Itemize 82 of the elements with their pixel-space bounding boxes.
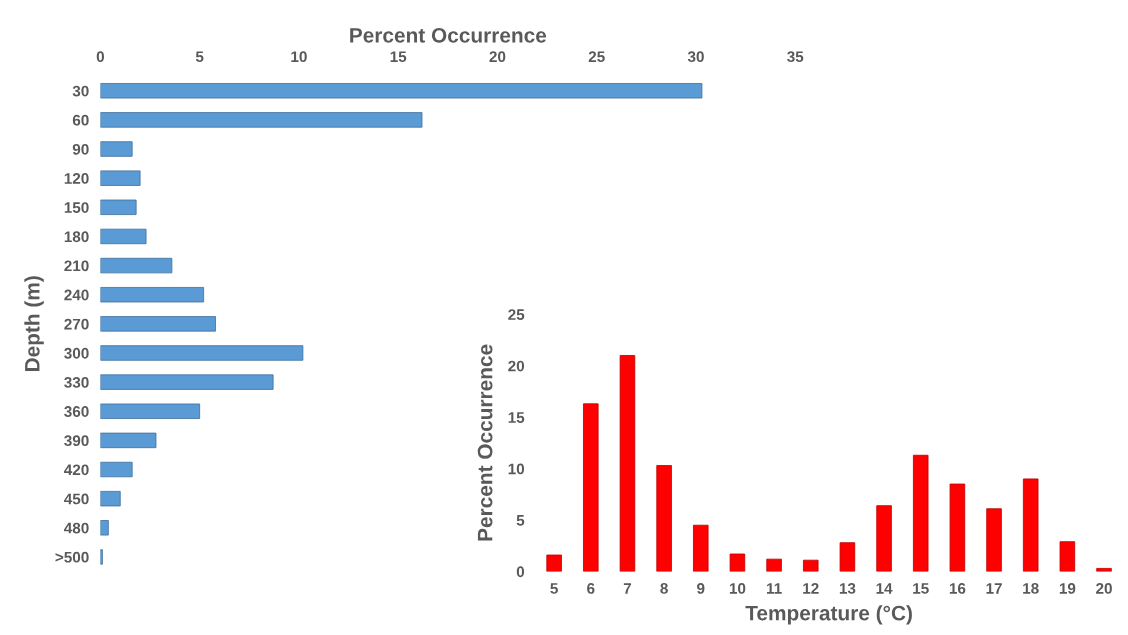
x-tick-label: 14: [876, 583, 893, 594]
bar: [949, 483, 966, 572]
bar: [693, 524, 709, 572]
bar: [100, 345, 304, 361]
x-axis-title: Temperature (°C): [745, 605, 912, 625]
x-tick-label: 13: [839, 583, 856, 594]
bar: [100, 141, 133, 157]
y-axis-title: Percent Occurrence: [477, 344, 493, 541]
x-tick-label: 5: [195, 51, 204, 63]
y-tick-label: 15: [508, 412, 525, 423]
bar: [100, 112, 423, 128]
y-tick-label: 20: [508, 360, 525, 372]
x-tick-label: 10: [729, 583, 746, 594]
bar: [100, 461, 133, 478]
x-tick-label: 15: [390, 51, 407, 63]
x-tick-label: 19: [1059, 583, 1076, 594]
x-tick-label: 11: [766, 583, 782, 594]
bar: [100, 316, 216, 332]
x-tick-label: 9: [697, 583, 705, 594]
x-tick-label: 6: [587, 583, 595, 594]
y-tick-label: 330: [64, 376, 89, 388]
y-tick-label: 180: [64, 231, 89, 243]
y-tick-label: >500: [55, 551, 89, 563]
x-tick-label: 10: [291, 51, 307, 63]
bar: [729, 553, 746, 572]
bar: [100, 490, 121, 507]
bar: [100, 374, 274, 390]
y-tick-label: 360: [64, 406, 89, 417]
bar: [986, 508, 1002, 572]
bar: [100, 199, 137, 216]
y-tick-label: 5: [516, 515, 525, 526]
bar: [100, 228, 147, 245]
x-axis-title: Percent Occurrence: [350, 27, 547, 43]
x-tick-label: 5: [550, 583, 558, 594]
bar: [839, 542, 856, 572]
y-tick-label: 90: [72, 143, 89, 155]
y-tick-label: 300: [64, 347, 89, 359]
x-tick-label: 20: [1096, 583, 1112, 594]
x-tick-label: 8: [660, 583, 668, 594]
bar: [876, 505, 892, 572]
x-tick-label: 16: [949, 583, 966, 594]
y-tick-label: 10: [508, 463, 525, 475]
bar: [656, 465, 672, 572]
bar: [100, 170, 141, 186]
bar: [546, 554, 562, 572]
x-tick-label: 0: [96, 51, 105, 63]
y-tick-label: 210: [64, 260, 89, 272]
y-tick-label: 60: [72, 114, 89, 126]
x-tick-label: 12: [803, 583, 819, 594]
bar: [1059, 541, 1076, 572]
x-tick-label: 35: [787, 51, 804, 63]
y-tick-label: 420: [64, 464, 89, 476]
y-axis-title: Depth (m): [24, 276, 44, 372]
bar: [100, 83, 703, 99]
y-tick-label: 450: [64, 493, 89, 505]
bar: [100, 287, 205, 303]
bar: [100, 257, 173, 274]
y-tick-label: 0: [516, 566, 525, 578]
bar: [1022, 478, 1039, 572]
y-tick-label: 480: [64, 522, 89, 534]
bar: [766, 558, 782, 572]
x-tick-label: 15: [913, 583, 929, 594]
y-tick-label: 30: [72, 85, 89, 97]
y-tick-label: 150: [64, 202, 89, 213]
y-tick-label: 120: [64, 173, 89, 184]
bar: [100, 403, 201, 419]
y-tick-label: 25: [508, 309, 525, 321]
bar: [912, 454, 929, 572]
y-tick-label: 270: [64, 318, 89, 330]
x-tick-label: 20: [489, 51, 506, 63]
bar: [803, 559, 819, 572]
x-tick-label: 25: [588, 51, 605, 63]
bar: [100, 520, 109, 536]
y-tick-label: 240: [64, 289, 89, 301]
x-tick-label: 30: [687, 51, 704, 63]
bar: [100, 432, 157, 449]
bar: [619, 355, 636, 572]
x-tick-label: 17: [986, 583, 1002, 594]
x-tick-label: 18: [1023, 583, 1039, 594]
x-tick-label: 7: [623, 583, 632, 594]
y-tick-label: 390: [64, 435, 89, 447]
bar: [583, 403, 599, 572]
